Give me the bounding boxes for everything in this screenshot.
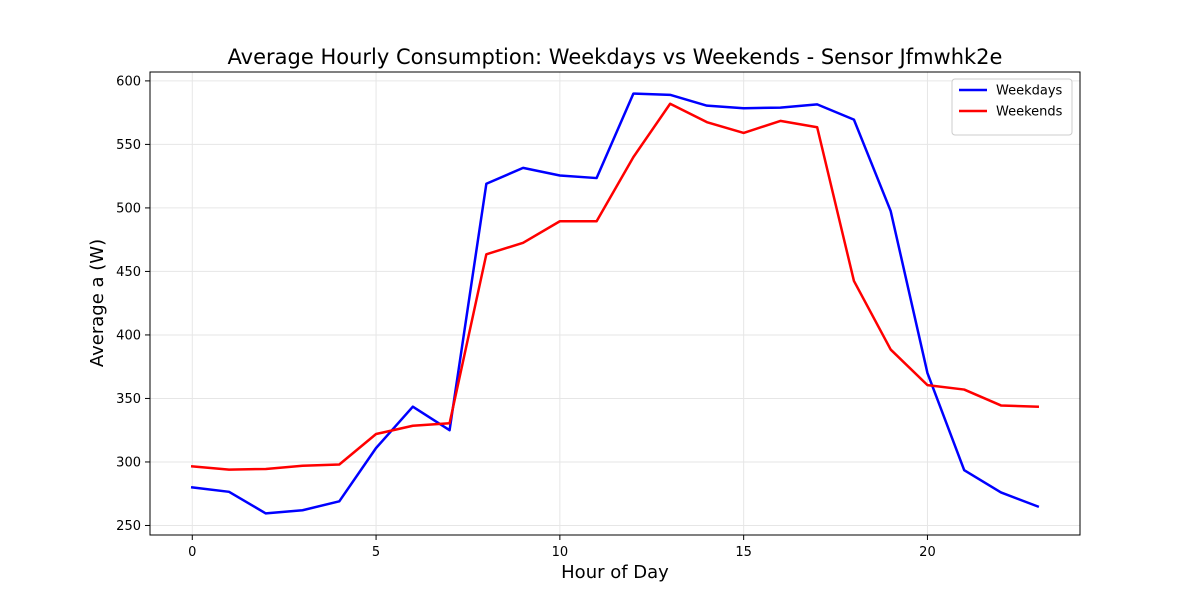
- y-tick-label: 250: [116, 519, 141, 534]
- legend-label-weekdays: Weekdays: [996, 84, 1063, 99]
- x-tick-label: 0: [188, 545, 196, 560]
- legend-label-weekends: Weekends: [996, 105, 1063, 120]
- y-tick-label: 350: [116, 392, 141, 407]
- x-tick-label: 20: [919, 545, 936, 560]
- y-tick-label: 300: [116, 455, 141, 470]
- y-tick-label: 500: [116, 201, 141, 216]
- legend: Weekdays Weekends: [951, 78, 1073, 136]
- plot-frame: [149, 71, 1081, 536]
- y-tick-label: 600: [116, 74, 141, 89]
- y-tick-label: 400: [116, 328, 141, 343]
- x-tick-label: 10: [552, 545, 569, 560]
- y-axis-title: Average a (W): [87, 239, 108, 367]
- y-tick-label: 550: [116, 138, 141, 153]
- series-line-weekdays: [190, 92, 1040, 515]
- chart-title: Average Hourly Consumption: Weekdays vs …: [228, 45, 1003, 69]
- plot-area: 0 5 10 15 20 250 300 350 400 450 500 550 600: [116, 71, 1081, 560]
- y-tick-label: 450: [116, 265, 141, 280]
- legend-box: [951, 78, 1073, 136]
- x-tick-label: 5: [372, 545, 380, 560]
- x-axis-title: Hour of Day: [561, 562, 669, 583]
- x-tick-label: 15: [735, 545, 752, 560]
- series-line-weekends: [190, 102, 1040, 471]
